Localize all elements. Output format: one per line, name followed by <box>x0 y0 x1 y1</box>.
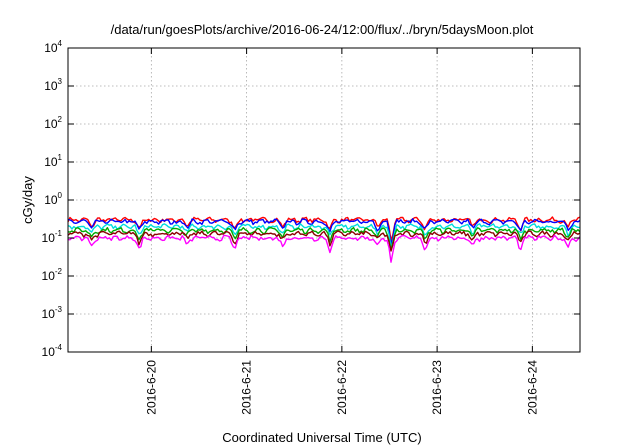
y-axis-label: cGy/day <box>20 176 35 224</box>
y-tick-label: 10-4 <box>42 343 63 359</box>
y-tick-label: 101 <box>44 153 62 169</box>
series-line <box>67 216 581 242</box>
x-tick-label: 2016-6-23 <box>430 360 444 415</box>
y-tick-label: 100 <box>44 191 62 207</box>
y-tick-label: 104 <box>44 39 62 55</box>
x-tick-label: 2016-6-22 <box>335 360 349 415</box>
y-tick-label: 10-1 <box>42 229 63 245</box>
gridlines <box>68 48 580 352</box>
y-tick-label: 103 <box>44 77 62 93</box>
x-tick-labels: 2016-6-20 2016-6-21 2016-6-22 2016-6-23 2016… <box>144 360 539 415</box>
data-series <box>67 216 581 263</box>
series-line <box>67 230 581 252</box>
x-axis-label: Coordinated Universal Time (UTC) <box>222 430 421 445</box>
series-line <box>67 218 581 245</box>
series-line <box>68 234 581 263</box>
chart-title: /data/run/goesPlots/archive/2016-06-24/1… <box>111 22 534 37</box>
y-tick-labels: 10-4 10-3 10-2 10-1 100 101 102 103 104 <box>42 39 63 359</box>
y-tick-label: 10-2 <box>42 267 63 283</box>
series-line <box>67 226 581 251</box>
axis-ticks <box>68 47 580 353</box>
y-tick-label: 102 <box>44 115 62 131</box>
x-tick-label: 2016-6-21 <box>240 360 254 415</box>
series-line <box>67 223 581 249</box>
x-tick-label: 2016-6-20 <box>144 360 158 415</box>
y-tick-label: 10-3 <box>42 305 63 321</box>
x-tick-label: 2016-6-24 <box>525 360 539 415</box>
